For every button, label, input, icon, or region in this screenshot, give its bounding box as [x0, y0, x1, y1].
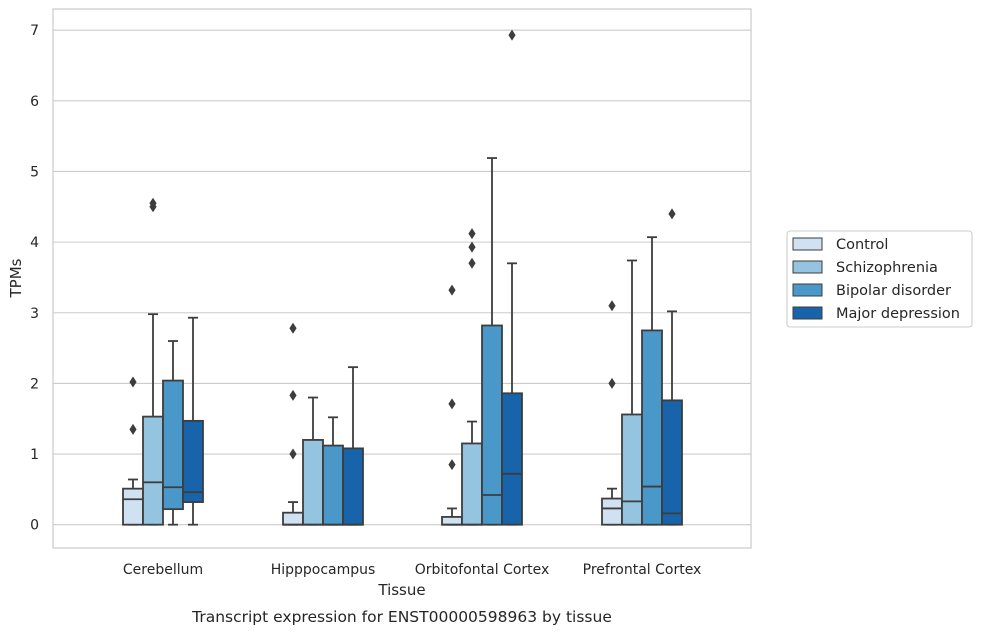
outlier-point — [668, 208, 676, 220]
legend-label: Major depression — [836, 306, 960, 322]
chart-caption: Transcript expression for ENST0000059896… — [191, 608, 612, 626]
y-tick-label: 3 — [30, 306, 39, 322]
outlier-point — [468, 241, 476, 253]
box-bipolar-disorder-2 — [481, 157, 503, 526]
outlier-point — [289, 322, 297, 334]
x-tick-label: Orbitofontal Cortex — [415, 562, 550, 578]
legend-label: Control — [836, 237, 888, 253]
box-schizophrenia-1 — [302, 396, 324, 526]
box-body — [441, 516, 463, 526]
box-body — [501, 392, 523, 526]
legend-swatch — [792, 283, 823, 297]
legend-label: Bipolar disorder — [836, 283, 951, 299]
y-tick-label: 0 — [30, 518, 39, 534]
outlier-point — [608, 377, 616, 389]
box-body — [142, 415, 164, 526]
box-body — [621, 413, 643, 526]
outlier-point — [468, 228, 476, 240]
box-major-depression-2 — [501, 29, 523, 526]
box-control-1 — [282, 322, 304, 526]
legend-label: Schizophrenia — [836, 260, 938, 276]
box-body — [182, 419, 204, 503]
y-tick-label: 5 — [30, 164, 39, 180]
y-tick-label: 2 — [30, 376, 39, 392]
box-schizophrenia-2 — [461, 228, 483, 526]
box-body — [322, 444, 344, 526]
legend-swatch — [792, 306, 823, 320]
box-body — [661, 399, 683, 526]
legend-swatch — [792, 260, 823, 274]
box-body — [342, 447, 364, 526]
box-control-3 — [601, 300, 623, 526]
plot-frame — [52, 8, 752, 549]
outlier-point — [149, 197, 157, 209]
outlier-point — [508, 29, 516, 41]
box-major-depression-3 — [661, 208, 683, 526]
y-axis-label: TPMs — [7, 258, 25, 298]
x-axis-label: Tissue — [377, 581, 425, 599]
box-schizophrenia-0 — [142, 197, 164, 526]
box-body — [122, 487, 144, 526]
box-body — [641, 329, 663, 526]
x-tick-label: Cerebellum — [123, 562, 203, 578]
y-tick-label: 7 — [30, 23, 39, 39]
box-bipolar-disorder-3 — [641, 236, 663, 526]
outlier-point — [448, 284, 456, 296]
outlier-point — [129, 423, 137, 435]
box-bipolar-disorder-0 — [162, 340, 184, 526]
box-major-depression-0 — [182, 316, 204, 526]
outlier-point — [129, 376, 137, 388]
box-body — [601, 497, 623, 526]
outlier-point — [468, 257, 476, 269]
box-body — [162, 379, 184, 511]
x-tick-label: Prefrontal Cortex — [583, 562, 702, 578]
x-tick-label: Hipppocampus — [271, 562, 376, 578]
box-schizophrenia-3 — [621, 259, 643, 526]
y-tick-label: 6 — [30, 94, 39, 110]
legend: Control Schizophrenia Bipolar disorder Majo… — [786, 230, 973, 328]
outlier-point — [289, 448, 297, 460]
box-bipolar-disorder-1 — [322, 416, 344, 526]
outlier-point — [289, 389, 297, 401]
x-axis-ticks: Cerebellum Hipppocampus Orbitofontal Corte… — [123, 562, 701, 578]
box-body — [461, 442, 483, 526]
box-body — [282, 511, 304, 526]
y-tick-label: 1 — [30, 447, 39, 463]
box-layer — [122, 29, 683, 526]
outlier-point — [448, 459, 456, 471]
y-axis-ticks: 0 1 2 3 4 5 6 7 — [30, 23, 39, 533]
outlier-point — [608, 300, 616, 312]
box-control-0 — [122, 376, 144, 526]
outlier-point — [448, 398, 456, 410]
legend-swatch — [792, 237, 823, 251]
box-control-2 — [441, 284, 463, 526]
y-tick-label: 4 — [30, 235, 39, 251]
box-body — [302, 439, 324, 526]
legend-frame — [786, 230, 973, 328]
box-major-depression-1 — [342, 366, 364, 526]
